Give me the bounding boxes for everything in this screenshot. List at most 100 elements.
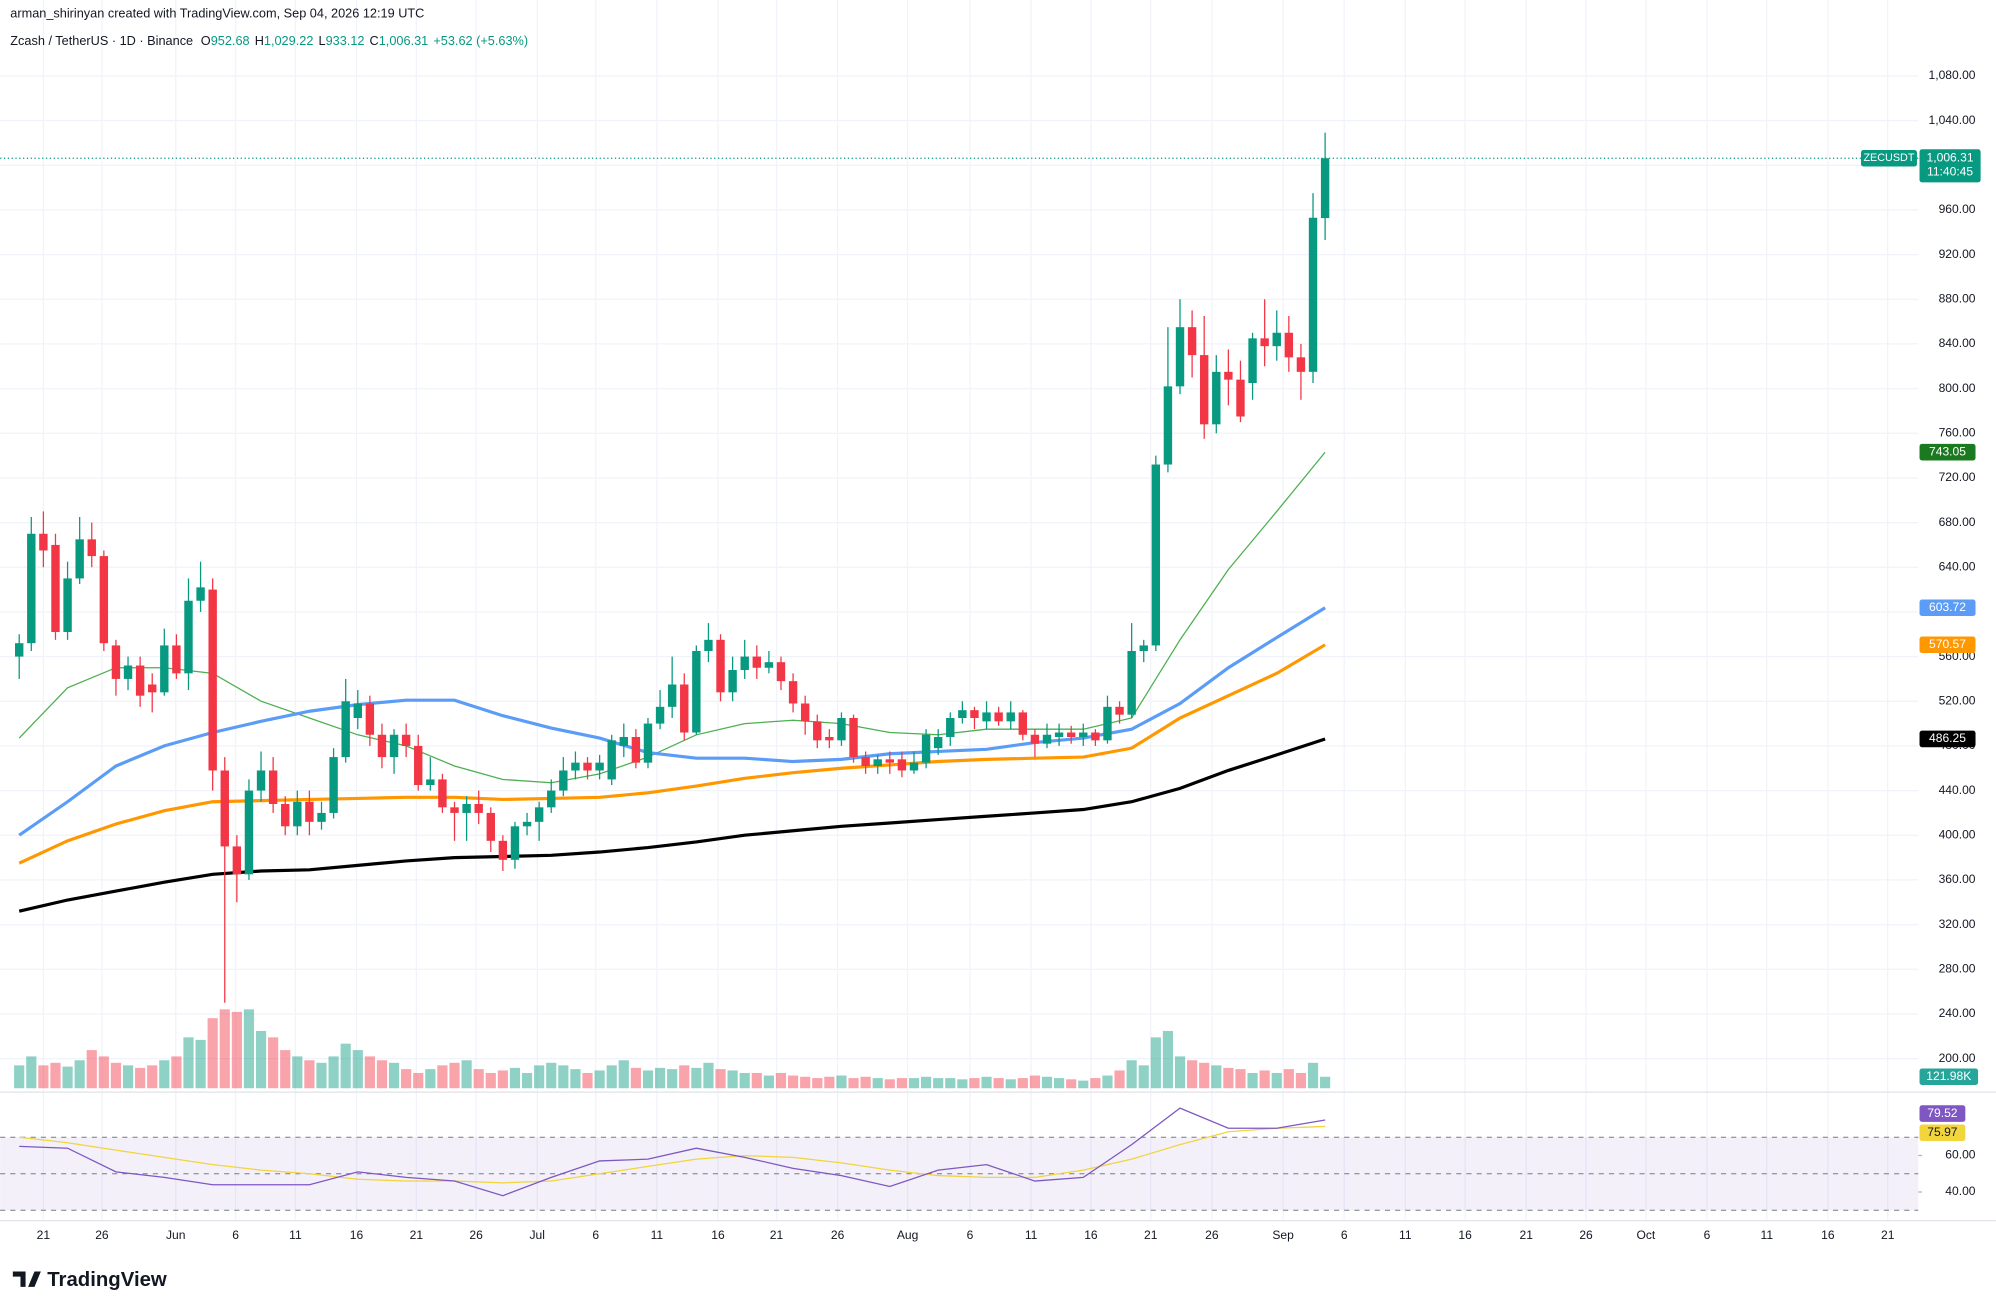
volume-bar: [1211, 1065, 1222, 1089]
volume-bar: [1187, 1060, 1198, 1089]
y-tick-label: 920.00: [1939, 247, 1976, 261]
volume-bar: [497, 1070, 508, 1089]
volume-bar: [425, 1069, 436, 1089]
x-tick-label: 16: [711, 1228, 725, 1242]
x-tick-label: Jul: [530, 1228, 545, 1242]
volume-bar: [667, 1069, 678, 1089]
volume-bar: [618, 1060, 629, 1089]
volume-bar: [195, 1039, 206, 1089]
candle-body: [692, 651, 701, 733]
candle-body: [861, 757, 870, 767]
rsi-badge: [1919, 1124, 1966, 1142]
candle-body: [680, 684, 689, 733]
x-tick-label: 21: [410, 1228, 424, 1242]
volume-bar: [570, 1069, 581, 1089]
candle-body: [933, 736, 943, 749]
ma-value: 743.05: [1929, 444, 1966, 458]
candle-body: [353, 703, 362, 719]
volume-bar: [219, 1009, 230, 1089]
volume-bar: [546, 1062, 557, 1089]
volume-bar: [122, 1065, 134, 1089]
candle-body: [776, 662, 786, 682]
volume-bar: [1017, 1078, 1028, 1089]
x-tick-label: 26: [95, 1228, 109, 1242]
candle-body: [450, 807, 459, 813]
candle-body: [438, 779, 447, 808]
legend: Zcash / TetherUS · 1D · Binance O952.68 H1…: [10, 33, 528, 48]
x-tick-label: 11: [1399, 1228, 1412, 1242]
y-tick-label: 840.00: [1939, 336, 1976, 350]
candle-body: [305, 801, 314, 822]
volume-bar: [1029, 1075, 1041, 1089]
h-label: H: [255, 33, 264, 48]
candle-body: [534, 807, 544, 822]
volume-bar: [824, 1076, 835, 1089]
volume-bar: [642, 1070, 654, 1089]
x-tick-label: 26: [1579, 1228, 1593, 1242]
volume-bar: [872, 1078, 883, 1089]
rsi-line: [19, 1125, 1326, 1184]
candle-body: [220, 770, 229, 847]
volume-bar: [1054, 1078, 1065, 1089]
y-tick-label: 760.00: [1939, 425, 1976, 439]
x-tick-label: 6: [592, 1228, 599, 1242]
ma-value: 486.25: [1929, 731, 1966, 745]
symbol-badge: [1860, 149, 1917, 167]
x-tick-label: 11: [651, 1228, 664, 1242]
volume-bar: [461, 1060, 472, 1089]
candle-body: [317, 812, 326, 822]
y-tick-label: 880.00: [1939, 291, 1976, 305]
volume-bar: [304, 1060, 315, 1089]
candle-body: [172, 645, 181, 674]
volume-bar: [800, 1076, 811, 1089]
l-label: L: [318, 33, 325, 48]
candle-body: [1199, 355, 1209, 425]
volume-bar: [292, 1056, 303, 1089]
x-tick-label: Jun: [166, 1228, 185, 1242]
volume-bar: [727, 1070, 738, 1089]
volume-bar: [243, 1009, 255, 1089]
volume-bar: [558, 1065, 569, 1089]
candle-body: [1151, 464, 1161, 646]
volume-bar: [255, 1030, 267, 1089]
volume-bar: [1283, 1069, 1294, 1089]
volume-bar: [38, 1065, 49, 1089]
volume-bar: [1271, 1072, 1282, 1089]
volume-bar: [171, 1056, 182, 1089]
volume-bar: [606, 1065, 617, 1089]
volume-bar: [376, 1060, 388, 1089]
candle-body: [1236, 379, 1245, 417]
candle-body: [752, 656, 762, 668]
volume-bar: [183, 1037, 194, 1089]
x-tick-label: Aug: [897, 1228, 919, 1242]
y-tick-label: 200.00: [1939, 1051, 1976, 1065]
volume-bar: [908, 1078, 920, 1089]
candle-body: [87, 539, 96, 557]
candle-body: [148, 684, 157, 693]
candle-body: [389, 734, 399, 758]
candle-body: [619, 736, 628, 746]
o-label: O: [201, 33, 211, 48]
y-tick-label: 440.00: [1939, 783, 1976, 797]
moving-average: [18, 643, 1326, 865]
rsi-tick-label: 60.00: [1945, 1148, 1976, 1162]
candle-body: [813, 721, 822, 741]
candle-body: [1296, 357, 1306, 372]
x-tick-label: 21: [770, 1228, 784, 1242]
x-tick-label: 6: [1704, 1228, 1711, 1242]
y-tick-label: 640.00: [1939, 559, 1976, 573]
candle-body: [510, 826, 520, 860]
y-tick-label: 320.00: [1939, 917, 1976, 931]
volume-bar: [981, 1076, 992, 1089]
candle-body: [1139, 645, 1148, 652]
candle-body: [196, 587, 205, 601]
x-tick-label: 11: [1025, 1228, 1038, 1242]
grid: [0, 0, 1919, 1220]
candle-body: [1320, 158, 1330, 219]
candle-body: [1030, 734, 1040, 744]
y-tick-label: 400.00: [1939, 827, 1976, 841]
volume-bar: [933, 1078, 944, 1089]
volume-bar: [159, 1060, 170, 1089]
